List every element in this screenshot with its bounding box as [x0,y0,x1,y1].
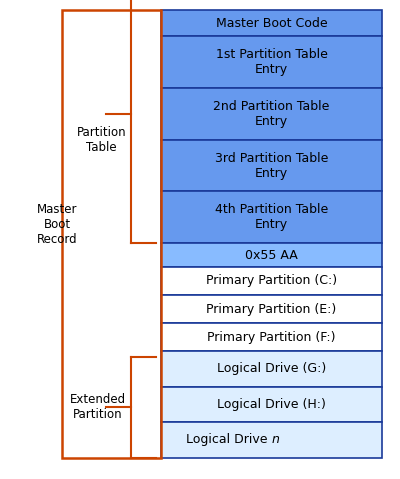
Text: Master
Boot
Record: Master Boot Record [37,203,77,246]
Text: Partition
Table: Partition Table [76,125,126,154]
Bar [62,10,160,458]
Text: n: n [272,433,279,446]
Text: Primary Partition (E:): Primary Partition (E:) [206,303,337,316]
Bar [160,88,382,140]
Bar [160,351,382,387]
Text: Logical Drive (G:): Logical Drive (G:) [217,363,326,376]
Text: Logical Drive: Logical Drive [186,433,272,446]
Bar [160,140,382,192]
Text: Primary Partition (F:): Primary Partition (F:) [207,331,336,343]
Text: Logical Drive (H:): Logical Drive (H:) [217,398,326,411]
Bar [160,36,382,88]
Text: Master Boot Code: Master Boot Code [216,17,327,30]
Text: 1st Partition Table
Entry: 1st Partition Table Entry [216,48,328,76]
Text: 4th Partition Table
Entry: 4th Partition Table Entry [215,203,328,231]
Text: 2nd Partition Table
Entry: 2nd Partition Table Entry [213,100,330,128]
Bar [160,267,382,295]
Text: 3rd Partition Table
Entry: 3rd Partition Table Entry [215,151,328,180]
Text: 0x55 AA: 0x55 AA [245,249,298,262]
Bar [160,323,382,351]
Bar [160,192,382,243]
Bar [160,422,382,458]
Text: Extended
Partition: Extended Partition [70,393,126,422]
Text: Primary Partition (C:): Primary Partition (C:) [206,274,337,287]
Bar [160,387,382,422]
Bar [160,295,382,323]
Bar [160,10,382,36]
Bar [160,243,382,267]
